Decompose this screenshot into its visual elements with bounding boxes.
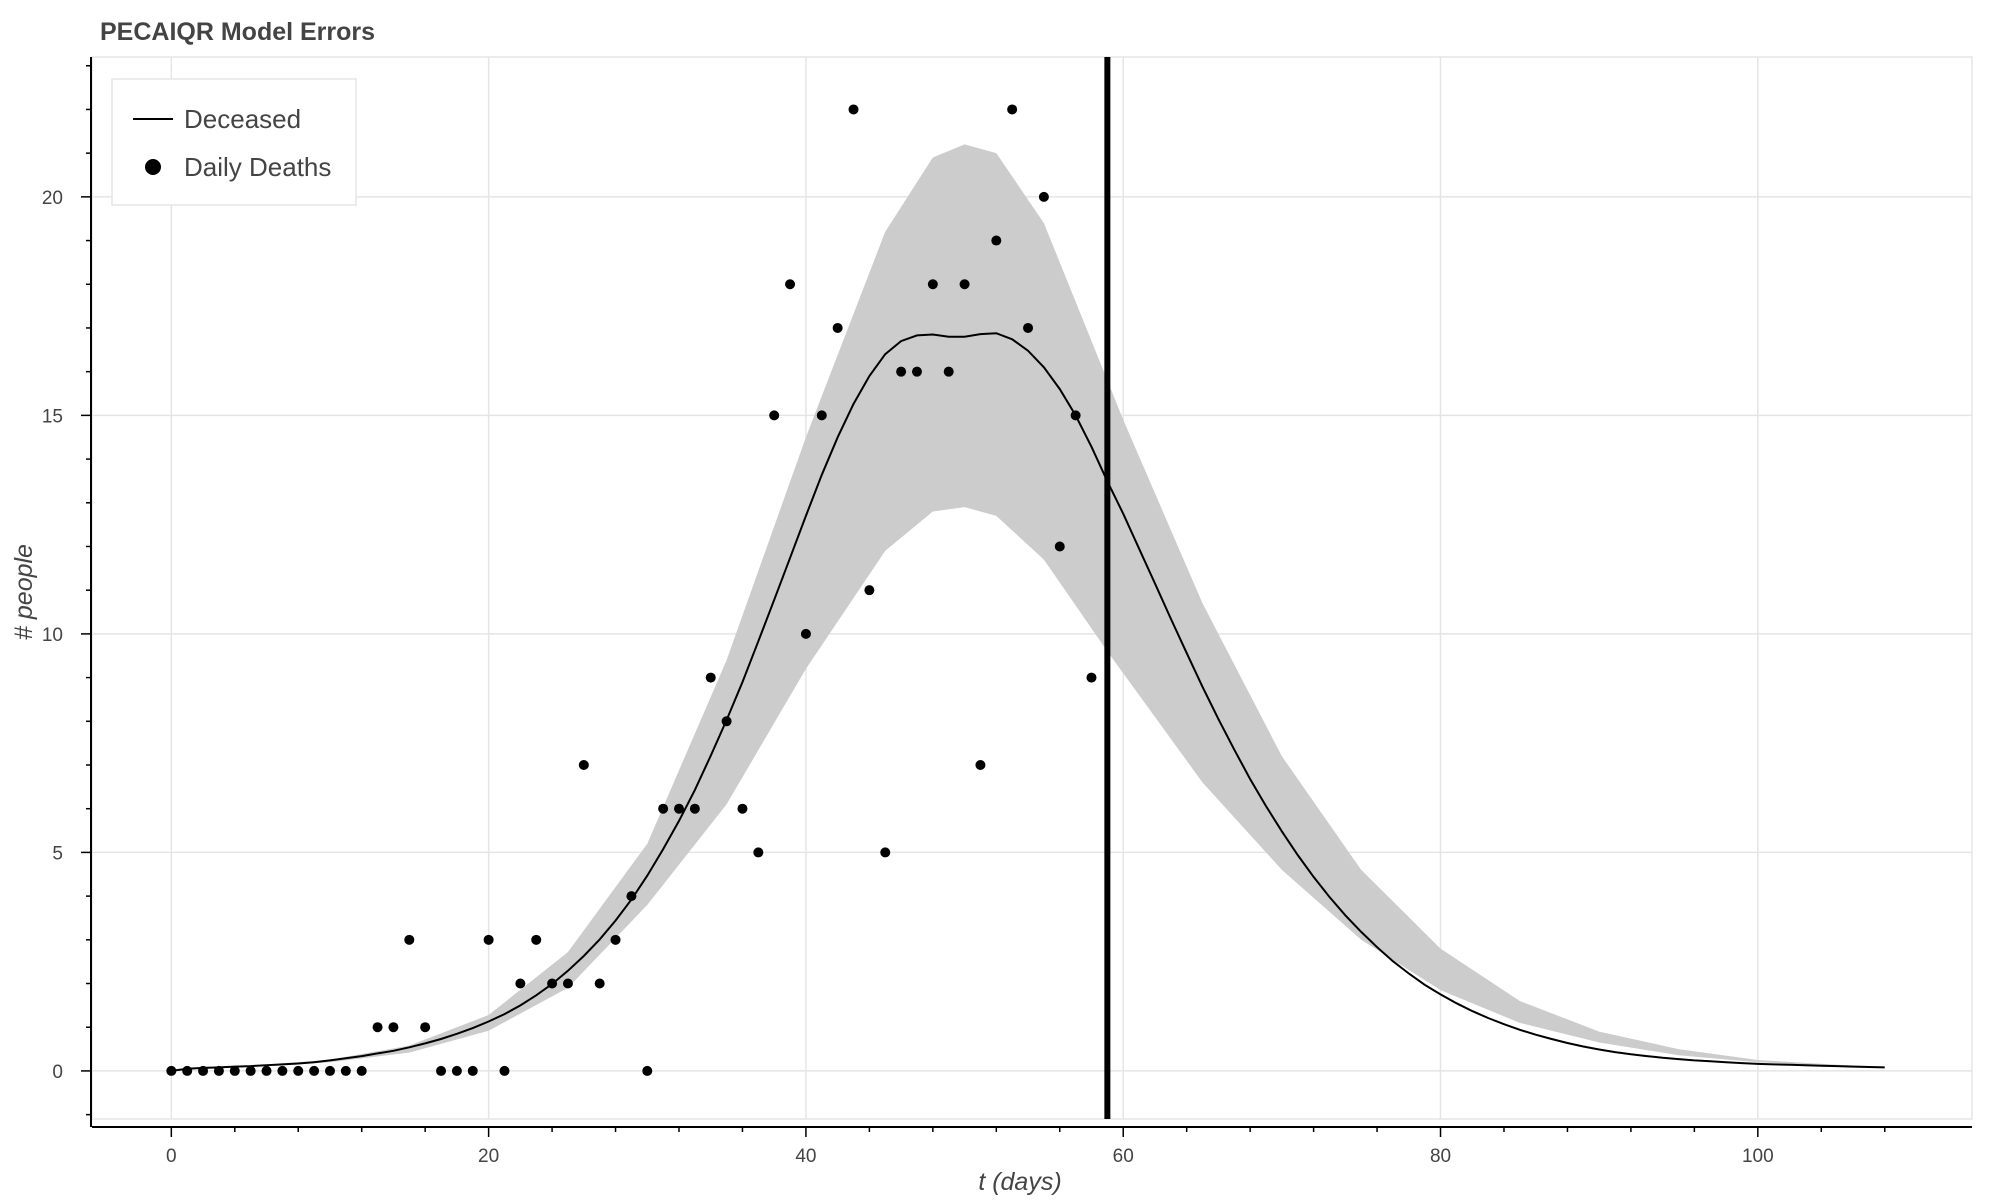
data-point [832, 322, 843, 333]
data-point [531, 934, 542, 945]
data-point [578, 760, 589, 770]
y-tick-label: 0 [52, 1062, 63, 1083]
data-point [864, 585, 875, 596]
data-point [1054, 541, 1065, 552]
data-point [658, 803, 669, 814]
data-point [737, 803, 748, 814]
data-point [594, 978, 605, 989]
data-point [1070, 410, 1081, 421]
data-point [261, 1065, 272, 1076]
data-point [1007, 104, 1018, 115]
daily-deaths-points [166, 104, 1097, 1076]
data-point [436, 1065, 447, 1076]
y-tick-label: 20 [42, 188, 63, 209]
x-tick-label: 80 [1430, 1146, 1451, 1167]
data-point [896, 366, 907, 377]
x-tick-label: 40 [795, 1146, 816, 1167]
axes: 0 20 40 60 80 100 0 5 10 15 20 [42, 57, 1972, 1167]
x-tick-label: 60 [1113, 1146, 1134, 1167]
legend-label-deceased: Deceased [184, 104, 301, 134]
y-tick-label: 15 [42, 406, 63, 427]
data-point [927, 279, 938, 290]
data-point [975, 760, 986, 770]
data-point [721, 716, 732, 727]
data-point [911, 366, 922, 377]
data-point [800, 628, 811, 639]
chart-title: PECAIQR Model Errors [100, 18, 376, 46]
data-point [959, 279, 970, 290]
data-point [420, 1022, 431, 1033]
data-point [309, 1065, 320, 1076]
data-point [356, 1065, 367, 1076]
data-point [166, 1065, 177, 1076]
data-point [182, 1065, 193, 1076]
data-point [388, 1022, 399, 1033]
data-point [1023, 322, 1034, 333]
data-point [467, 1065, 478, 1076]
data-point [626, 891, 637, 902]
x-axis-title: t (days) [978, 1168, 1061, 1196]
y-tick-label: 5 [52, 843, 63, 864]
x-tick-label: 0 [166, 1146, 177, 1167]
data-point [816, 410, 827, 421]
data-point [943, 366, 954, 377]
data-point [610, 934, 621, 945]
legend-dot-swatch [145, 159, 161, 175]
data-point [451, 1065, 462, 1076]
data-point [213, 1065, 224, 1076]
data-point [689, 803, 700, 814]
legend: Deceased Daily Deaths [111, 78, 357, 206]
data-point [705, 672, 716, 683]
data-point [324, 1065, 335, 1076]
data-point [991, 235, 1002, 246]
x-tick-label: 100 [1742, 1146, 1774, 1167]
y-tick-label: 10 [42, 625, 63, 646]
data-point [198, 1065, 209, 1076]
data-point [1086, 672, 1097, 683]
data-point [880, 847, 891, 858]
data-point [404, 934, 415, 945]
data-point [277, 1065, 288, 1076]
data-point [769, 410, 780, 421]
data-point [483, 934, 494, 945]
x-tick-label: 20 [478, 1146, 499, 1167]
legend-box [111, 78, 357, 206]
uncertainty-band [171, 144, 1885, 1071]
data-point [229, 1065, 240, 1076]
data-point [848, 104, 859, 115]
data-point [293, 1065, 304, 1076]
data-point [1038, 191, 1049, 202]
data-point [547, 978, 558, 989]
data-point [642, 1065, 653, 1076]
data-point [674, 803, 685, 814]
data-point [372, 1022, 383, 1033]
data-point [245, 1065, 256, 1076]
y-axis-title: # people [10, 544, 38, 640]
data-point [515, 978, 526, 989]
data-point [562, 978, 573, 989]
legend-label-daily-deaths: Daily Deaths [184, 152, 331, 182]
data-point [499, 1065, 510, 1076]
deceased-line [171, 332, 1885, 1072]
data-point [340, 1065, 351, 1076]
data-point [753, 847, 764, 858]
data-point [785, 279, 796, 290]
